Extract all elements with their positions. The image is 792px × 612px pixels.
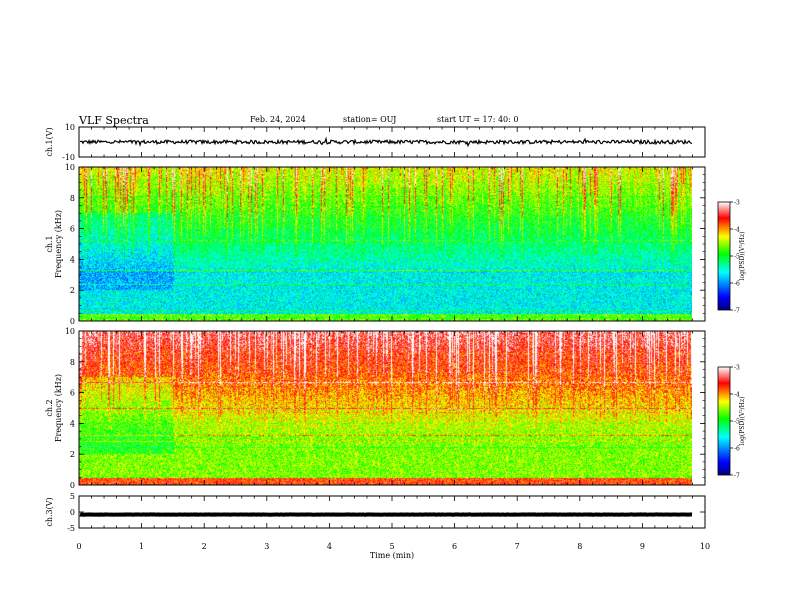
x-tick-label: 3 [264,542,269,551]
y-tick-label: 6 [70,389,75,398]
x-tick-label: 2 [202,542,207,551]
ch2-spectrogram-frame [78,330,706,486]
y-tick-label: 8 [70,194,75,203]
ch1-spectrogram-frame [78,166,706,322]
chart-title: VLF Spectra [79,114,149,127]
ch1-spectrogram-ylabel: Frequency (kHz) [54,210,63,278]
colorbar-tick-label: -3 [734,200,740,207]
y-tick-label: 10 [65,123,75,132]
y-tick-label: -5 [67,524,75,533]
y-tick-label: 6 [70,225,75,234]
ch1-spectrogram-ylabel: ch.1 [45,235,54,252]
y-tick-label: 5 [70,492,75,501]
x-tick-label: 7 [515,542,520,551]
y-tick-label: 10 [65,327,75,336]
colorbar-tick-label: -5 [734,419,740,426]
x-tick-label: 1 [139,542,144,551]
y-tick-label: 2 [70,450,75,459]
colorbar-tick-label: -6 [734,281,740,288]
colorbar-tick-label: -4 [734,227,740,234]
colorbar-tick-label: -6 [734,446,740,453]
ch1-spectrogram-colorbar-label: log(PSD)(V²/Hz) [739,232,746,281]
x-tick-label: 4 [327,542,332,551]
y-tick-label: 0 [70,508,75,517]
x-tick-label: 0 [76,542,81,551]
start-time-label: start UT = 17: 40: 0 [437,115,519,124]
colorbar-tick-label: -7 [734,308,740,315]
x-tick-label: 9 [640,542,645,551]
colorbar-tick-label: -3 [734,365,740,372]
colorbar-tick-label: -4 [734,392,740,399]
date-label: Feb. 24, 2024 [250,115,306,124]
x-tick-label: 6 [452,542,457,551]
y-tick-label: 4 [70,419,75,428]
colorbar-tick-label: -7 [734,473,740,480]
x-tick-label: 10 [700,542,710,551]
ch1-waveform-ylabel: ch.1(V) [45,127,54,156]
ch2-spectrogram-ylabel: Frequency (kHz) [54,374,63,442]
ch1-spectrogram-colorbar [717,201,731,311]
ch1-waveform-trace [79,136,693,148]
x-axis-label: Time (min) [370,551,414,560]
ch2-spectrogram-colorbar [717,366,731,476]
x-tick-label: 5 [389,542,394,551]
ch2-spectrogram-colorbar-label: log(PSD)(V²/Hz) [739,397,746,446]
y-tick-label: 2 [70,286,75,295]
colorbars-group: -3 -4 -5 -6 -7 log(PSD)(V²/Hz) -3 -4 -5 -6 -7 log(P… [717,200,746,480]
ch2-spectrogram-heatmap [79,331,692,485]
y-tick-label: 8 [70,358,75,367]
y-tick-label: 0 [70,317,75,326]
y-tick-label: 4 [70,255,75,264]
y-tick-label: 0 [70,481,75,490]
station-label: station= OUJ [343,115,397,124]
ch2-spectrogram-ylabel: ch.2 [45,399,54,416]
ch3-waveform-ylabel: ch.3(V) [45,497,54,526]
x-tick-label: 8 [577,542,582,551]
colorbar-tick-label: -5 [734,254,740,261]
y-tick-label: -10 [62,153,75,162]
ticks-group [78,126,706,529]
ch1-spectrogram-heatmap [79,167,692,321]
y-tick-label: 10 [65,163,75,172]
panels-group [78,126,706,529]
